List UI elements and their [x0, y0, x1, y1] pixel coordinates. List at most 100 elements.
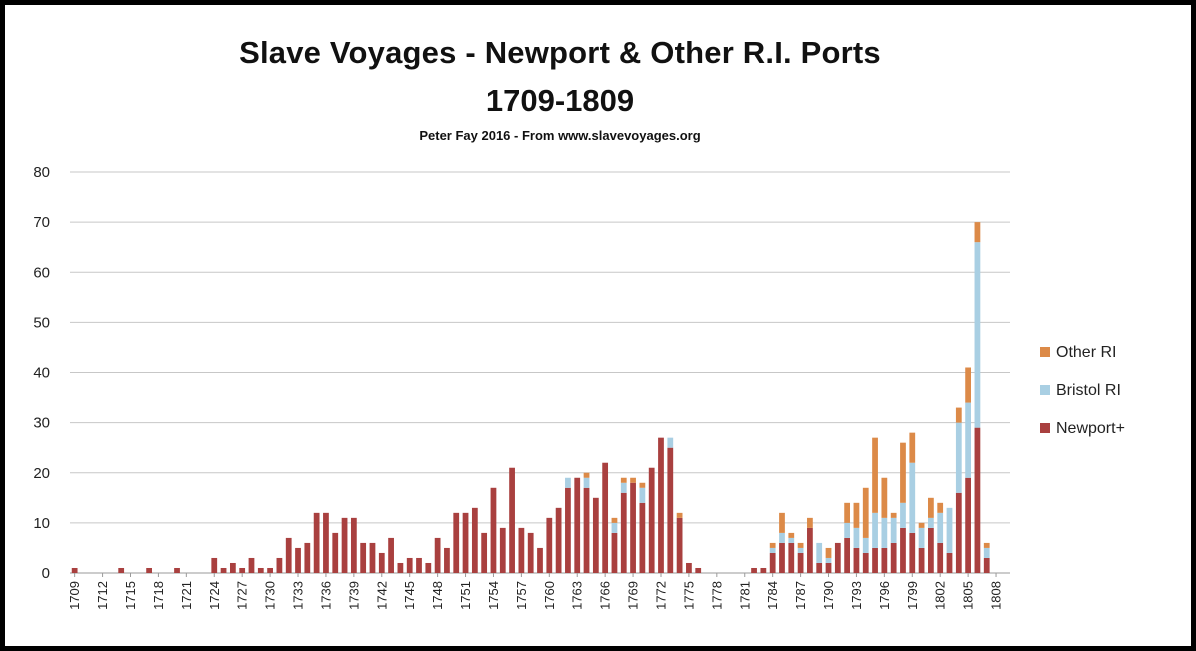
bar-newport-1767: [611, 532, 618, 573]
bar-newport-1732: [285, 537, 292, 573]
bar-newport-1731: [276, 557, 283, 573]
bar-newport-1766: [602, 462, 609, 573]
bar-newport-1752: [471, 507, 478, 573]
chart-title: Slave Voyages - Newport & Other R.I. Por…: [239, 35, 881, 70]
y-tick-label: 70: [33, 214, 50, 231]
bar-newport-1774: [676, 517, 683, 573]
bar-newport-1735: [313, 512, 320, 573]
bar-newport-1720: [174, 567, 180, 573]
bar-newport-1773: [667, 447, 674, 573]
bar-newport-1775: [686, 562, 692, 573]
bar-newport-1802: [937, 542, 944, 573]
bar-newport-1789: [816, 562, 823, 573]
bar-newport-1748: [434, 537, 441, 573]
bar-bristolri-1768: [620, 482, 627, 493]
legend-label-bristolri: Bristol RI: [1056, 382, 1121, 399]
bar-newport-1745: [406, 557, 413, 573]
bar-newport-1801: [928, 527, 934, 573]
bar-otherri-1804: [955, 407, 962, 423]
bar-newport-1762: [565, 487, 571, 573]
bar-otherri-1795: [872, 437, 878, 513]
bar-newport-1769: [630, 482, 636, 573]
bar-otherri-1807: [983, 542, 990, 548]
bar-newport-1733: [295, 547, 301, 573]
y-tick-label: 40: [33, 365, 50, 382]
bar-otherri-1767: [611, 517, 618, 523]
bar-newport-1754: [490, 487, 497, 573]
bar-newport-1717: [146, 567, 152, 573]
x-tick-label: 1778: [709, 581, 724, 610]
bar-newport-1783: [760, 567, 767, 573]
bar-newport-1741: [369, 542, 376, 573]
bar-newport-1751: [462, 512, 469, 573]
bar-newport-1792: [844, 537, 851, 573]
bar-otherri-1788: [807, 517, 813, 528]
x-axis-ticks: 1709 1712 1715 1718 1721 1724 1727 1730 1733 1736…: [67, 573, 1004, 610]
bar-newport-1738: [341, 517, 348, 573]
x-tick-label: 1802: [933, 581, 948, 610]
x-tick-label: 1784: [765, 581, 780, 610]
bar-newport-1799: [909, 532, 916, 573]
x-tick-label: 1724: [207, 581, 222, 610]
x-tick-label: 1715: [123, 581, 138, 610]
bar-newport-1807: [983, 557, 990, 573]
bar-newport-1737: [332, 532, 339, 573]
bars: [71, 222, 990, 573]
bar-newport-1770: [639, 502, 646, 573]
x-tick-label: 1796: [877, 581, 892, 610]
bar-newport-1724: [211, 557, 218, 573]
bar-newport-1800: [918, 547, 925, 573]
bar-newport-1746: [416, 557, 422, 573]
bar-newport-1726: [229, 562, 236, 573]
bar-bristolri-1806: [974, 242, 981, 428]
x-tick-label: 1730: [263, 581, 278, 610]
bar-bristolri-1762: [565, 477, 571, 488]
y-tick-label: 60: [33, 264, 50, 281]
bar-newport-1759: [537, 547, 543, 573]
bar-bristolri-1764: [583, 477, 590, 488]
bar-newport-1760: [546, 517, 553, 573]
bar-bristolri-1807: [983, 547, 990, 558]
bar-newport-1776: [695, 567, 702, 573]
x-tick-label: 1712: [95, 581, 110, 610]
bar-newport-1743: [388, 537, 394, 573]
x-tick-label: 1739: [346, 581, 361, 610]
y-tick-label: 80: [33, 164, 50, 181]
bar-newport-1740: [360, 542, 367, 573]
x-tick-label: 1790: [821, 581, 836, 610]
bar-newport-1787: [797, 552, 804, 573]
bar-newport-1772: [658, 437, 664, 573]
bar-newport-1785: [779, 542, 785, 573]
bar-newport-1764: [583, 487, 590, 573]
bar-newport-1796: [881, 547, 888, 573]
y-tick-label: 30: [33, 415, 50, 432]
bar-newport-1784: [769, 552, 776, 573]
bar-bristolri-1794: [862, 537, 869, 553]
bar-newport-1771: [648, 467, 655, 573]
y-tick-label: 10: [33, 515, 50, 532]
bar-otherri-1806: [974, 222, 981, 243]
bar-otherri-1785: [779, 512, 785, 533]
bar-newport-1739: [350, 517, 357, 573]
bar-newport-1794: [862, 552, 869, 573]
bar-bristolri-1789: [816, 542, 823, 563]
bar-newport-1756: [509, 467, 515, 573]
bar-newport-1763: [574, 477, 581, 573]
bar-newport-1747: [425, 562, 432, 573]
bar-newport-1742: [378, 552, 385, 573]
bar-otherri-1769: [630, 477, 636, 483]
bar-newport-1753: [481, 532, 488, 573]
bar-bristolri-1805: [965, 402, 971, 478]
bar-newport-1757: [518, 527, 525, 573]
bar-otherri-1805: [965, 367, 971, 403]
x-tick-label: 1769: [626, 581, 641, 610]
bar-otherri-1768: [620, 477, 627, 483]
bar-newport-1750: [453, 512, 460, 573]
bar-bristolri-1790: [825, 557, 832, 563]
bar-bristolri-1770: [639, 487, 646, 503]
bar-newport-1758: [527, 532, 534, 573]
bar-otherri-1802: [937, 502, 944, 513]
bar-otherri-1801: [928, 497, 934, 518]
bar-bristolri-1796: [881, 517, 888, 548]
